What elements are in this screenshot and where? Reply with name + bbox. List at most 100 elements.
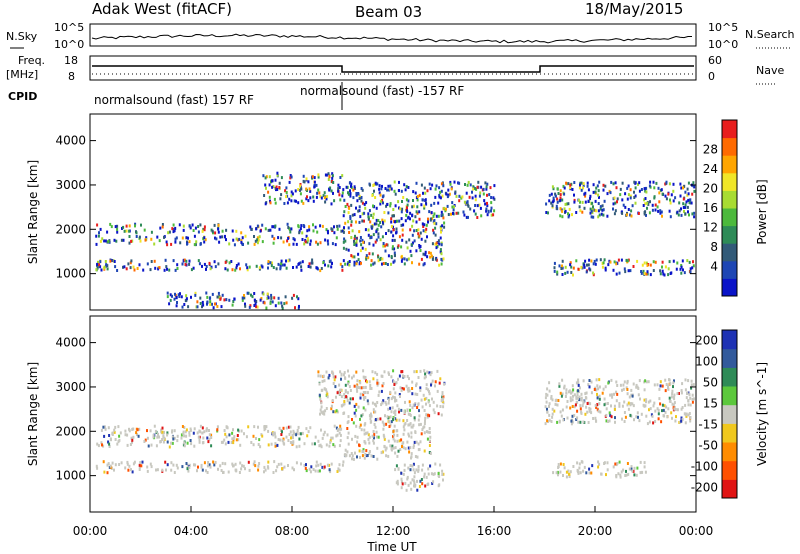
echo-point [197,230,200,234]
echo-point [565,405,568,409]
echo-point [382,427,385,431]
echo-point [350,223,353,227]
echo-point [390,375,393,379]
echo-point [612,465,615,469]
echo-point [586,410,589,414]
echo-point [365,201,368,205]
echo-point [297,201,300,205]
echo-point [216,295,219,299]
echo-point [565,391,568,395]
echo-point [439,405,442,408]
echo-point [592,190,595,194]
echo-point [377,259,380,263]
echo-point [638,379,641,383]
echo-point [647,380,650,384]
echo-point [317,173,320,177]
echo-point [346,450,349,454]
echo-point [131,239,134,243]
echo-point [279,267,282,271]
echo-point [326,395,329,399]
echo-point [331,228,334,232]
echo-point [626,379,629,383]
echo-point [359,392,362,396]
echo-point [401,200,403,203]
echo-point [452,208,455,212]
echo-point [369,417,372,421]
echo-point [156,235,159,239]
echo-point [224,260,227,264]
echo-point [212,306,215,310]
echo-point [428,427,431,430]
echo-point [374,410,377,414]
echo-point [396,454,399,458]
echo-point [359,455,361,459]
echo-point [95,242,98,246]
echo-point [592,262,595,266]
echo-point [391,245,394,249]
echo-point [194,226,197,230]
echo-point [155,444,158,448]
echo-point [303,180,306,184]
echo-point [546,393,549,397]
echo-point [353,239,355,243]
echo-point [377,219,380,222]
echo-point [672,381,675,385]
echo-point [547,211,549,215]
echo-point [681,417,684,421]
echo-point [330,436,333,440]
echo-point [409,228,412,232]
echo-point [418,485,421,488]
echo-point [267,443,270,447]
echo-point [392,260,395,264]
echo-point [649,180,652,184]
echo-point [267,460,270,464]
echo-point [364,206,367,210]
echo-point [558,382,561,386]
echo-point [647,202,650,206]
echo-point [138,468,141,471]
echo-point [188,433,191,437]
echo-point [139,239,142,243]
echo-point [649,407,652,411]
echo-point [348,374,351,378]
echo-point [171,227,174,231]
echo-point [371,194,374,197]
echo-point [317,439,320,443]
echo-point [305,187,308,191]
echo-point [551,204,554,208]
echo-point [341,194,344,198]
echo-point [592,271,595,275]
echo-point [680,265,683,269]
echo-point [358,386,361,390]
echo-point [434,242,437,246]
echo-point [387,211,390,215]
echo-point [648,408,650,412]
echo-point [279,264,282,268]
echo-point [687,399,690,403]
echo-point [250,293,252,297]
echo-point [410,243,413,247]
echo-point [330,404,333,408]
echo-point [556,197,559,201]
echo-point [126,462,129,466]
echo-point [272,266,275,269]
echo-point [688,393,691,397]
echo-point [598,385,601,389]
echo-point [353,263,356,267]
echo-point [309,239,312,243]
echo-point [416,406,419,409]
echo-point [360,261,362,265]
echo-point [613,212,616,216]
echo-point [393,424,396,428]
echo-point [578,462,581,466]
echo-point [344,221,347,225]
echo-point [571,384,574,388]
echo-point [390,230,393,234]
echo-point [590,411,593,415]
echo-point [350,254,353,258]
echo-point [364,422,367,426]
echo-point [322,433,325,437]
echo-point [392,387,395,391]
echo-point [569,263,572,267]
echo-point [403,428,406,432]
